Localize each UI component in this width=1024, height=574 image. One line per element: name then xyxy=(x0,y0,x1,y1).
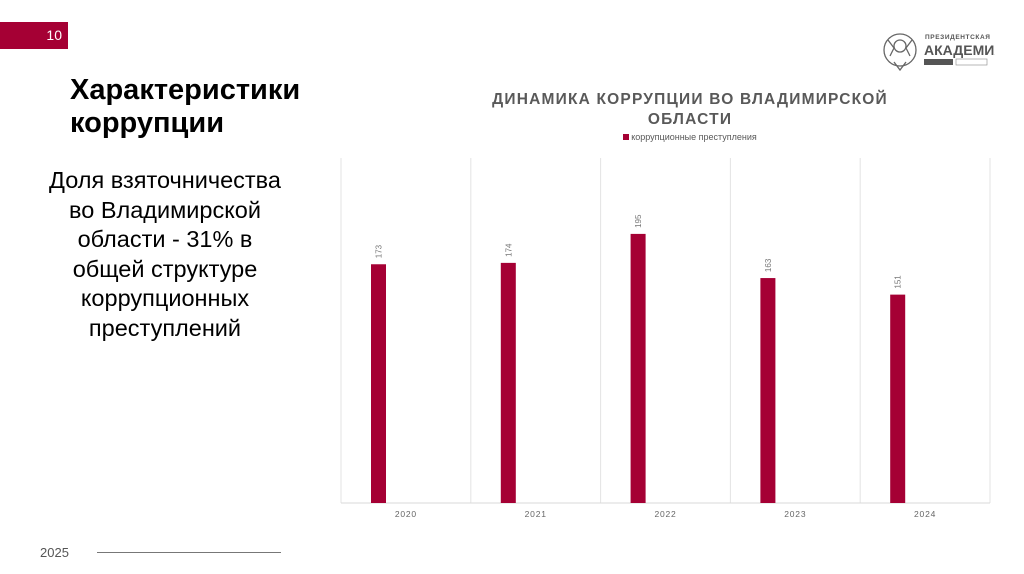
bar xyxy=(890,294,906,503)
bar xyxy=(760,278,776,503)
data-label: 174 xyxy=(504,243,513,257)
slide-title: Характеристики коррупции xyxy=(70,74,300,140)
x-tick-label: 2021 xyxy=(525,509,547,519)
bar xyxy=(371,264,386,503)
svg-text:ПРЕЗИДЕНТСКАЯ: ПРЕЗИДЕНТСКАЯ xyxy=(925,34,991,41)
svg-text:АКАДЕМИЯ: АКАДЕМИЯ xyxy=(924,42,995,58)
bar xyxy=(630,233,646,503)
data-label: 163 xyxy=(764,258,773,272)
legend-label: коррупционные преступления xyxy=(631,132,757,142)
body-line: преступлений xyxy=(88,314,242,341)
x-tick-label: 2023 xyxy=(784,509,806,519)
body-line: во Владимирской xyxy=(69,196,261,223)
body-line: области - 31% в xyxy=(77,226,253,252)
academy-logo: ПРЕЗИДЕНТСКАЯ АКАДЕМИЯ xyxy=(883,33,995,72)
body-line: общей структуре xyxy=(72,255,258,282)
chart-title: ДИНАМИКА КОРРУПЦИИ ВО ВЛАДИМИРСКОЙ ОБЛАС… xyxy=(440,90,940,130)
x-tick-label: 2020 xyxy=(395,509,417,519)
chart-legend: коррупционные преступления xyxy=(440,132,940,142)
title-line: Характеристики xyxy=(70,74,301,106)
x-tick-label: 2022 xyxy=(654,509,676,519)
data-label: 151 xyxy=(894,275,903,289)
data-label: 195 xyxy=(634,214,643,228)
bar xyxy=(500,262,516,503)
x-tick-label: 2024 xyxy=(914,509,936,519)
body-line: коррупционных xyxy=(80,285,250,311)
body-line: Доля взяточничества xyxy=(49,167,281,193)
body-text: Доля взяточничества во Владимирской обла… xyxy=(20,166,310,343)
legend-swatch xyxy=(623,134,630,140)
title-line: коррупции xyxy=(70,107,225,139)
footer-year: 2025 xyxy=(40,545,69,560)
eagle-emblem-icon xyxy=(883,33,917,72)
page-number: 10 xyxy=(0,22,68,49)
chart-title-line: ДИНАМИКА КОРРУПЦИИ ВО ВЛАДИМИРСКОЙ xyxy=(492,91,888,108)
data-label: 173 xyxy=(375,244,384,258)
footer-divider xyxy=(97,552,281,553)
chart-title-line: ОБЛАСТИ xyxy=(647,111,733,128)
